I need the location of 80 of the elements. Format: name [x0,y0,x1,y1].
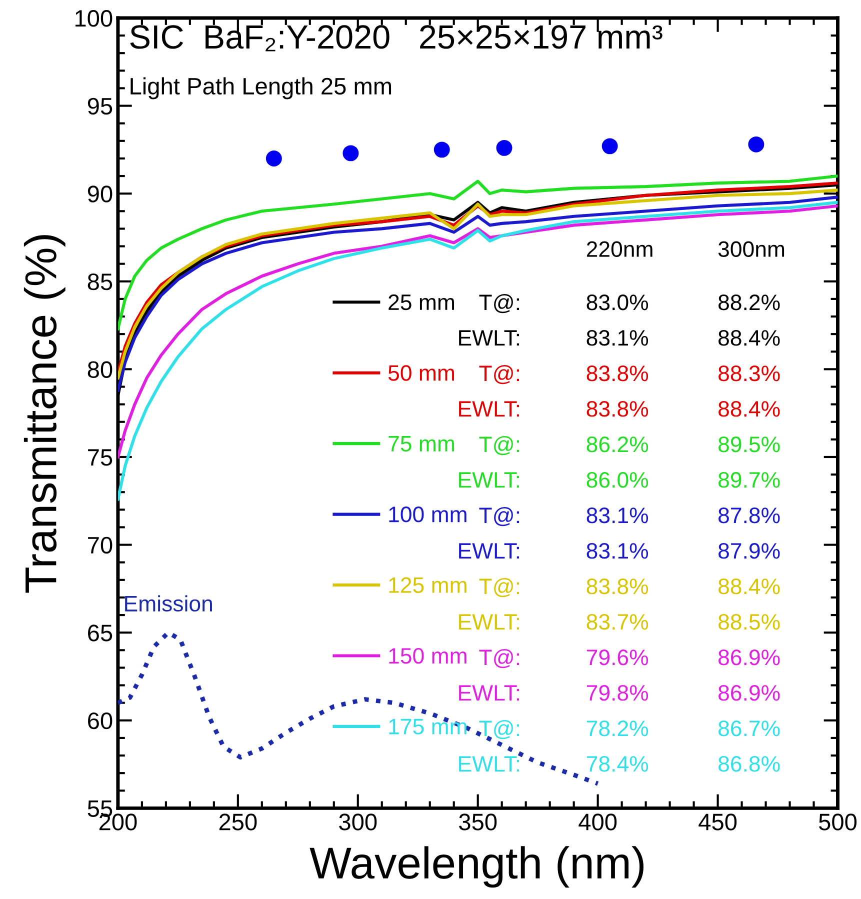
annotation: 88.4% [718,401,780,417]
annotation: 88.5% [718,614,780,630]
x-tick-label: 350 [459,814,497,830]
y-tick-label: 95 [88,98,112,115]
annotation: 83.8% [586,366,648,382]
point [342,145,359,162]
line-series [118,200,838,501]
annotation: 83.8% [586,578,648,594]
legend-label: 150 mm [389,648,466,664]
x-axis-title: Wavelength (nm) [310,846,644,888]
annotation: 86.7% [718,720,780,736]
annotation: T@: [479,436,520,456]
annotation: 83.8% [586,401,648,417]
point [434,142,450,158]
annotation: 220nm [586,241,652,258]
annotation: T@: [479,720,520,740]
annotation: 83.1% [586,508,648,524]
y-tick-label: 100 [76,10,112,27]
y-axis-title: Transmittance (%) [24,235,66,593]
y-tick-label: 85 [88,273,112,290]
legend-label: 75 mm [388,436,454,452]
annotation: T@: [479,648,520,668]
legend-label: 175 mm [389,718,466,734]
point [602,138,618,154]
annotation: EWLT: [459,685,520,701]
point [266,150,282,166]
annotation: 89.7% [718,472,780,488]
x-tick-label: 450 [698,814,737,830]
annotation: 78.4% [586,756,648,772]
annotation: T@: [479,506,520,526]
annotation: 86.2% [586,436,648,452]
point [496,140,512,156]
annotation: T@: [479,578,520,598]
y-tick-label: 65 [88,624,112,642]
annotation: 87.9% [718,543,780,559]
annotation: 88.3% [718,366,780,382]
y-tick-label: 75 [88,449,112,466]
text: Light Path Length 25 mm [130,77,392,100]
annotation: 88.4% [718,578,780,594]
annotation: Emission [125,595,212,612]
line-series [118,204,838,459]
line-series [118,174,838,330]
x-tick-label: 500 [819,814,857,830]
annotation: 89.5% [718,436,780,452]
annotation: 300nm [718,241,784,258]
chart-title: SIC BaF₂:Y-2020 25×25×197 mm³ [130,25,662,52]
annotation: T@: [479,294,520,314]
annotation: T@: [479,364,520,384]
annotation: EWLT: [459,756,520,772]
annotation: 88.4% [718,330,780,346]
x-tick-label: 300 [339,814,377,830]
annotation: 86.0% [586,472,648,488]
annotation: EWLT: [459,401,520,417]
y-tick-label: 70 [88,536,112,554]
y-tick-label: 60 [88,712,112,730]
annotation: EWLT: [459,472,520,488]
annotation: 79.8% [586,685,648,701]
annotation: EWLT: [459,330,520,346]
annotation: 78.2% [586,720,648,736]
annotation: 86.9% [718,650,780,666]
x-tick-label: 250 [219,814,257,830]
point [748,136,764,152]
y-tick-label: 80 [88,361,112,378]
legend-label: 50 mm [388,365,454,381]
annotation: EWLT: [459,543,520,559]
legend-label: 125 mm [389,577,466,593]
y-tick-label: 90 [88,186,112,202]
annotation: 83.1% [586,330,648,346]
legend-label: 100 mm [389,506,466,522]
annotation: 83.7% [586,614,648,630]
annotation: 83.1% [586,543,648,559]
legend-label: 25 mm [388,294,454,310]
annotation: 79.6% [586,650,648,666]
annotation: 88.2% [718,294,780,310]
annotation: 86.8% [718,756,780,772]
annotation: 86.9% [718,685,780,701]
x-tick-label: 400 [578,814,617,830]
annotation: EWLT: [459,614,520,630]
annotation: 87.8% [718,508,780,524]
annotation: 83.0% [586,294,648,310]
